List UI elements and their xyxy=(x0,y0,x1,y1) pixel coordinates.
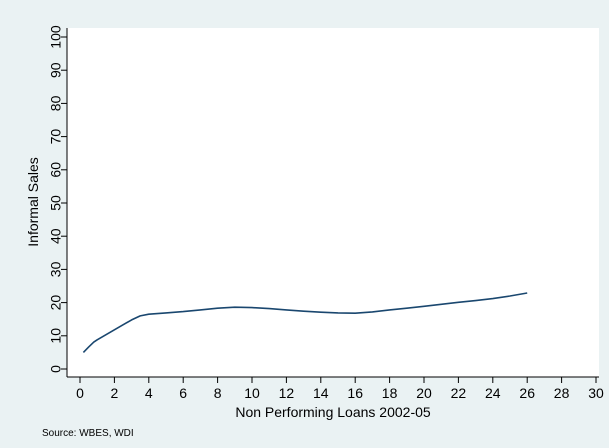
x-tick-label: 6 xyxy=(179,385,187,401)
plot-area xyxy=(67,28,599,377)
x-tick-label: 24 xyxy=(485,385,501,401)
y-tick-label: 70 xyxy=(48,129,64,145)
x-tick-label: 20 xyxy=(416,385,432,401)
y-tick-label: 80 xyxy=(48,95,64,111)
x-tick-label: 18 xyxy=(382,385,398,401)
y-tick-label: 50 xyxy=(48,195,64,211)
y-axis-title: Informal Sales xyxy=(25,157,41,246)
x-tick-label: 8 xyxy=(214,385,222,401)
series-line-0 xyxy=(82,292,528,353)
y-tick-label: 90 xyxy=(48,62,64,78)
y-tick-label: 0 xyxy=(48,365,64,373)
y-tick-label: 20 xyxy=(48,295,64,311)
x-tick-label: 2 xyxy=(111,385,119,401)
series-layer xyxy=(82,292,528,353)
ticks: 0 2 4 6 8 10 12 14 16 18 20 22 24 26 28 300102030405060… xyxy=(48,25,604,401)
y-tick-label: 10 xyxy=(48,328,64,344)
y-tick-label: 60 xyxy=(48,162,64,178)
x-tick-label: 0 xyxy=(76,385,84,401)
x-tick-label: 30 xyxy=(588,385,604,401)
x-tick-label: 14 xyxy=(313,385,329,401)
x-tick-label: 26 xyxy=(519,385,535,401)
y-tick-label: 30 xyxy=(48,261,64,277)
x-tick-label: 4 xyxy=(145,385,153,401)
x-tick-label: 16 xyxy=(347,385,363,401)
x-tick-label: 10 xyxy=(244,385,260,401)
source-note: Source: WBES, WDI xyxy=(42,428,134,439)
x-tick-label: 12 xyxy=(279,385,295,401)
y-tick-label: 40 xyxy=(48,228,64,244)
x-axis-title: Non Performing Loans 2002-05 xyxy=(235,404,431,420)
x-tick-label: 22 xyxy=(451,385,467,401)
x-tick-label: 28 xyxy=(554,385,570,401)
y-tick-label: 100 xyxy=(48,25,64,49)
